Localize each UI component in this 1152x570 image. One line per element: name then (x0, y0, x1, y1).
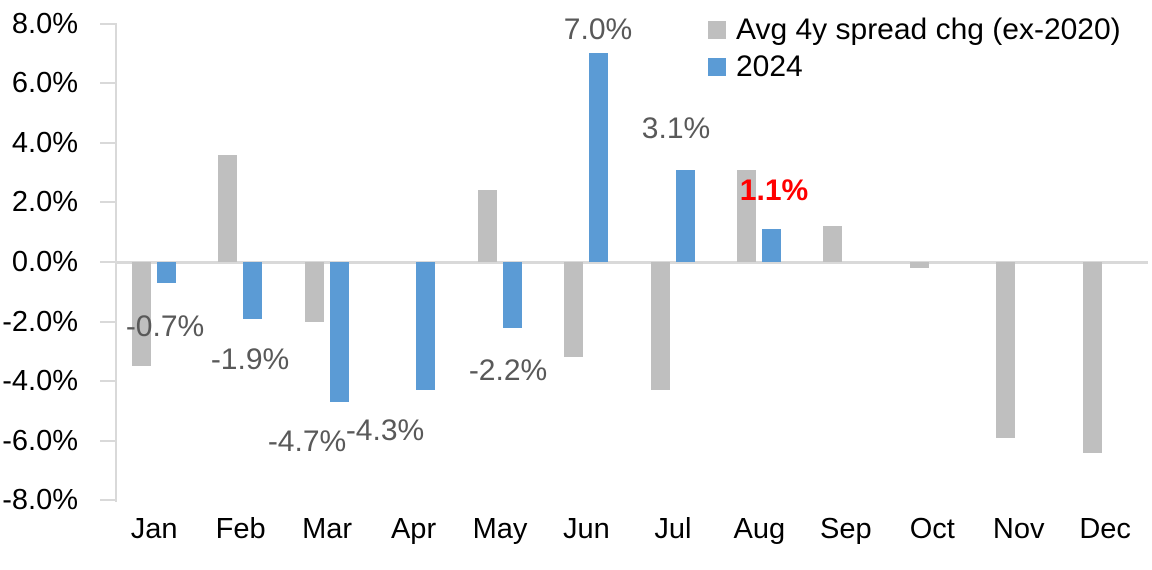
x-axis-label-may: May (472, 513, 528, 545)
bar-avg4y-jul (650, 262, 670, 391)
y-axis-tick (100, 22, 116, 25)
bar-2024-aug (762, 229, 782, 262)
data-label: 3.1% (641, 112, 711, 145)
legend-item-avg-4y-spread[interactable]: Avg 4y spread chg (ex-2020) (708, 11, 1121, 48)
y-axis-tick (100, 320, 116, 323)
y-axis-tick-label: -6.0% (2, 424, 78, 457)
bar-2024-jul (675, 169, 695, 262)
x-axis-label-nov: Nov (992, 513, 1045, 545)
bar-avg4y-aug (736, 169, 756, 262)
x-axis-label-apr: Apr (390, 513, 437, 545)
y-axis-tick-label: 8.0% (11, 7, 78, 40)
y-axis-tick-label: 0.0% (11, 246, 78, 278)
data-label: -4.7% (267, 425, 347, 458)
y-axis-tick (100, 82, 116, 85)
bar-avg4y-jan (131, 262, 151, 367)
bar-2024-apr (416, 262, 436, 391)
bar-avg4y-oct (909, 262, 929, 268)
bar-avg4y-jun (564, 262, 584, 358)
legend-label-avg-4y: Avg 4y spread chg (ex-2020) (736, 13, 1121, 46)
bar-avg4y-dec (1082, 262, 1102, 453)
data-label: -4.3% (345, 414, 425, 447)
x-axis-label-jun: Jun (563, 513, 610, 545)
data-label: -0.7% (125, 310, 205, 343)
bar-avg4y-sep (823, 226, 843, 262)
legend-item-2024[interactable]: 2024 (708, 48, 1121, 85)
y-axis-tick-label: 2.0% (11, 186, 78, 219)
y-axis-tick-label: -8.0% (2, 484, 78, 517)
data-label: -1.9% (210, 343, 290, 376)
y-axis-tick-label: -4.0% (2, 365, 78, 398)
y-axis-tick (100, 439, 116, 442)
y-axis-tick (100, 201, 116, 204)
bar-2024-jan (157, 262, 176, 283)
data-label: 1.1% (739, 174, 809, 207)
y-axis-tick-label: 4.0% (11, 126, 78, 159)
x-axis-label-dec: Dec (1079, 513, 1131, 545)
y-axis-tick-label: -2.0% (2, 305, 78, 338)
legend-label-2024: 2024 (736, 50, 803, 83)
y-axis-tick (100, 380, 116, 383)
x-axis-label-jan: Jan (130, 513, 178, 545)
bar-2024-may (502, 262, 522, 328)
legend: Avg 4y spread chg (ex-2020) 2024 (708, 11, 1121, 85)
data-label: 7.0% (563, 13, 633, 46)
y-axis-tick-label: 6.0% (11, 67, 78, 100)
zero-baseline (115, 261, 1148, 264)
legend-swatch-avg-4y-icon (708, 20, 726, 39)
bar-2024-jun (589, 53, 609, 262)
y-axis-tick (100, 261, 116, 263)
y-axis-tick (100, 499, 116, 502)
bar-avg4y-mar (304, 262, 324, 322)
bar-2024-feb (243, 262, 263, 319)
x-axis-label-aug: Aug (733, 513, 786, 545)
x-axis-label-mar: Mar (302, 513, 353, 545)
y-axis-tick (100, 141, 116, 144)
bar-avg4y-feb (218, 154, 238, 262)
bar-avg4y-may (477, 190, 497, 262)
x-axis-label-sep: Sep (819, 513, 872, 545)
bar-2024-mar (329, 262, 349, 403)
bar-avg4y-nov (996, 262, 1016, 438)
x-axis-label-oct: Oct (909, 513, 955, 545)
data-label: -2.2% (468, 354, 548, 387)
legend-swatch-2024-icon (708, 57, 726, 76)
x-axis-label-jul: Jul (654, 513, 692, 545)
x-axis-label-feb: Feb (215, 513, 266, 545)
